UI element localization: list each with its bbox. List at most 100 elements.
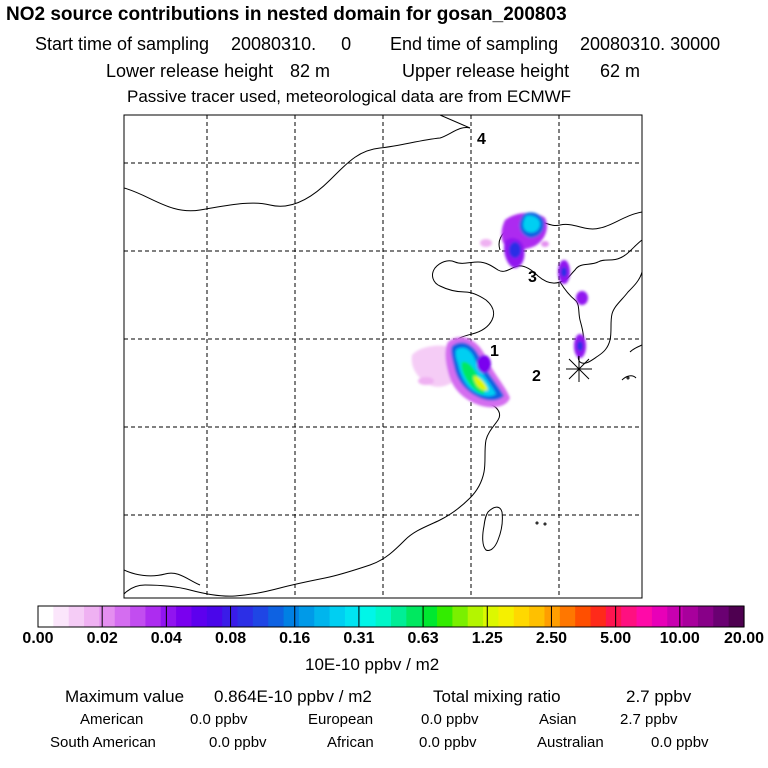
colorbar-tick-label: 1.25 xyxy=(471,630,503,647)
concentration-plume-korea xyxy=(558,260,588,358)
colorbar-cell xyxy=(406,606,423,627)
colorbar-cell xyxy=(682,606,699,627)
colorbar-tick-label: 20.00 xyxy=(723,630,764,647)
colorbar-cell xyxy=(314,606,331,627)
colorbar-cell xyxy=(84,606,100,627)
region-name: South American xyxy=(50,734,156,751)
upper-release-value: 62 m xyxy=(600,61,641,81)
colorbar-tick-label: 0.00 xyxy=(22,630,54,647)
colorbar-cell xyxy=(544,606,561,627)
max-value: 0.864E-10 ppbv / m2 xyxy=(214,687,372,706)
colorbar-cell xyxy=(452,606,469,627)
station-marker-3: 3 xyxy=(528,269,537,286)
receptor-star-icon xyxy=(566,356,592,382)
colorbar-cell xyxy=(636,606,653,627)
colorbar-tick-label: 0.02 xyxy=(86,630,118,647)
region-name: Australian xyxy=(537,734,604,751)
colorbar-cell xyxy=(252,606,269,627)
region-value: 0.0 ppbv xyxy=(209,734,267,751)
colorbar-cell xyxy=(559,606,576,627)
colorbar-cell xyxy=(145,606,162,627)
station-marker-4: 4 xyxy=(477,131,486,148)
colorbar-cell xyxy=(483,606,500,627)
end-time-value: 20080310. 30000 xyxy=(580,34,721,54)
concentration-plume-beijing xyxy=(480,212,549,268)
map-grid xyxy=(124,115,642,598)
colorbar-tick-label: 0.16 xyxy=(279,630,311,647)
colorbar-cell xyxy=(268,606,285,627)
colorbar-cell xyxy=(621,606,638,627)
station-marker-1: 1 xyxy=(490,343,499,360)
colorbar-cell xyxy=(68,606,85,627)
colorbar-cell xyxy=(298,606,315,627)
start-time-value: 20080310. 0 xyxy=(231,34,352,54)
colorbar-cell xyxy=(605,606,622,627)
plot-title: NO2 source contributions in nested domai… xyxy=(6,4,567,25)
max-value-label: Maximum value xyxy=(65,687,185,706)
region-name: European xyxy=(308,711,374,728)
region-name: Asian xyxy=(539,711,577,728)
colorbar-cell xyxy=(99,606,116,627)
colorbar-cell xyxy=(191,606,208,627)
colorbar-cell xyxy=(391,606,407,627)
upper-release-label: Upper release height xyxy=(402,61,570,81)
colorbar-cell xyxy=(575,606,592,627)
lower-release-value: 82 m xyxy=(290,61,331,81)
concentration-plume-shanghai xyxy=(411,337,510,408)
region-value: 0.0 ppbv xyxy=(421,711,479,728)
colorbar-cell xyxy=(667,606,684,627)
colorbar-cell xyxy=(206,606,223,627)
colorbar-tick-label: 0.31 xyxy=(343,630,375,647)
map-frame xyxy=(123,114,643,599)
colorbar-tick-label: 0.63 xyxy=(407,630,439,647)
colorbar-cells xyxy=(38,606,745,627)
colorbar-cell xyxy=(713,606,730,627)
colorbar-cell xyxy=(329,606,346,627)
colorbar-cell xyxy=(467,606,484,627)
region-value: 2.7 ppbv xyxy=(620,711,678,728)
region-value: 0.0 ppbv xyxy=(419,734,477,751)
colorbar-cell xyxy=(529,606,546,627)
station-marker-2: 2 xyxy=(532,368,541,385)
colorbar-tick-label: 5.00 xyxy=(600,630,632,647)
colorbar-cell xyxy=(590,606,607,627)
colorbar-cell xyxy=(237,606,254,627)
region-value: 0.0 ppbv xyxy=(651,734,709,751)
region-value: 0.0 ppbv xyxy=(190,711,248,728)
start-time-label: Start time of sampling xyxy=(35,34,210,54)
colorbar-cell xyxy=(697,606,714,627)
colorbar-frame xyxy=(37,605,745,628)
colorbar-tick-label: 0.04 xyxy=(150,630,182,647)
colorbar-cell xyxy=(344,606,361,627)
colorbar-major-ticks xyxy=(101,606,681,627)
colorbar-cell xyxy=(513,606,530,627)
lower-release-label: Lower release height xyxy=(106,61,274,81)
tracer-note: Passive tracer used, meteorological data… xyxy=(127,87,572,106)
colorbar-cell xyxy=(421,606,438,627)
colorbar-cell xyxy=(728,606,745,627)
colorbar-cell xyxy=(651,606,668,627)
colorbar-cell xyxy=(437,606,453,627)
colorbar-tick-label: 2.50 xyxy=(535,630,568,647)
end-time-label: End time of sampling xyxy=(390,34,559,54)
colorbar-cell xyxy=(38,606,54,627)
colorbar-unit-label: 10E-10 ppbv / m2 xyxy=(305,655,440,674)
colorbar-cell xyxy=(160,606,177,627)
colorbar-cell xyxy=(53,606,70,627)
total-mixing-ratio-value: 2.7 ppbv xyxy=(626,687,692,706)
total-mixing-ratio-label: Total mixing ratio xyxy=(433,687,561,706)
region-name: American xyxy=(80,711,144,728)
colorbar-cell xyxy=(130,606,147,627)
colorbar-cell xyxy=(360,606,377,627)
colorbar-cell xyxy=(283,606,300,627)
colorbar-cell xyxy=(114,606,131,627)
colorbar-cell xyxy=(176,606,193,627)
colorbar-tick-label: 0.08 xyxy=(214,630,247,647)
colorbar-cell xyxy=(375,606,392,627)
colorbar-tick-label: 10.00 xyxy=(659,630,700,647)
region-name: African xyxy=(327,734,374,751)
colorbar-cell xyxy=(498,606,515,627)
